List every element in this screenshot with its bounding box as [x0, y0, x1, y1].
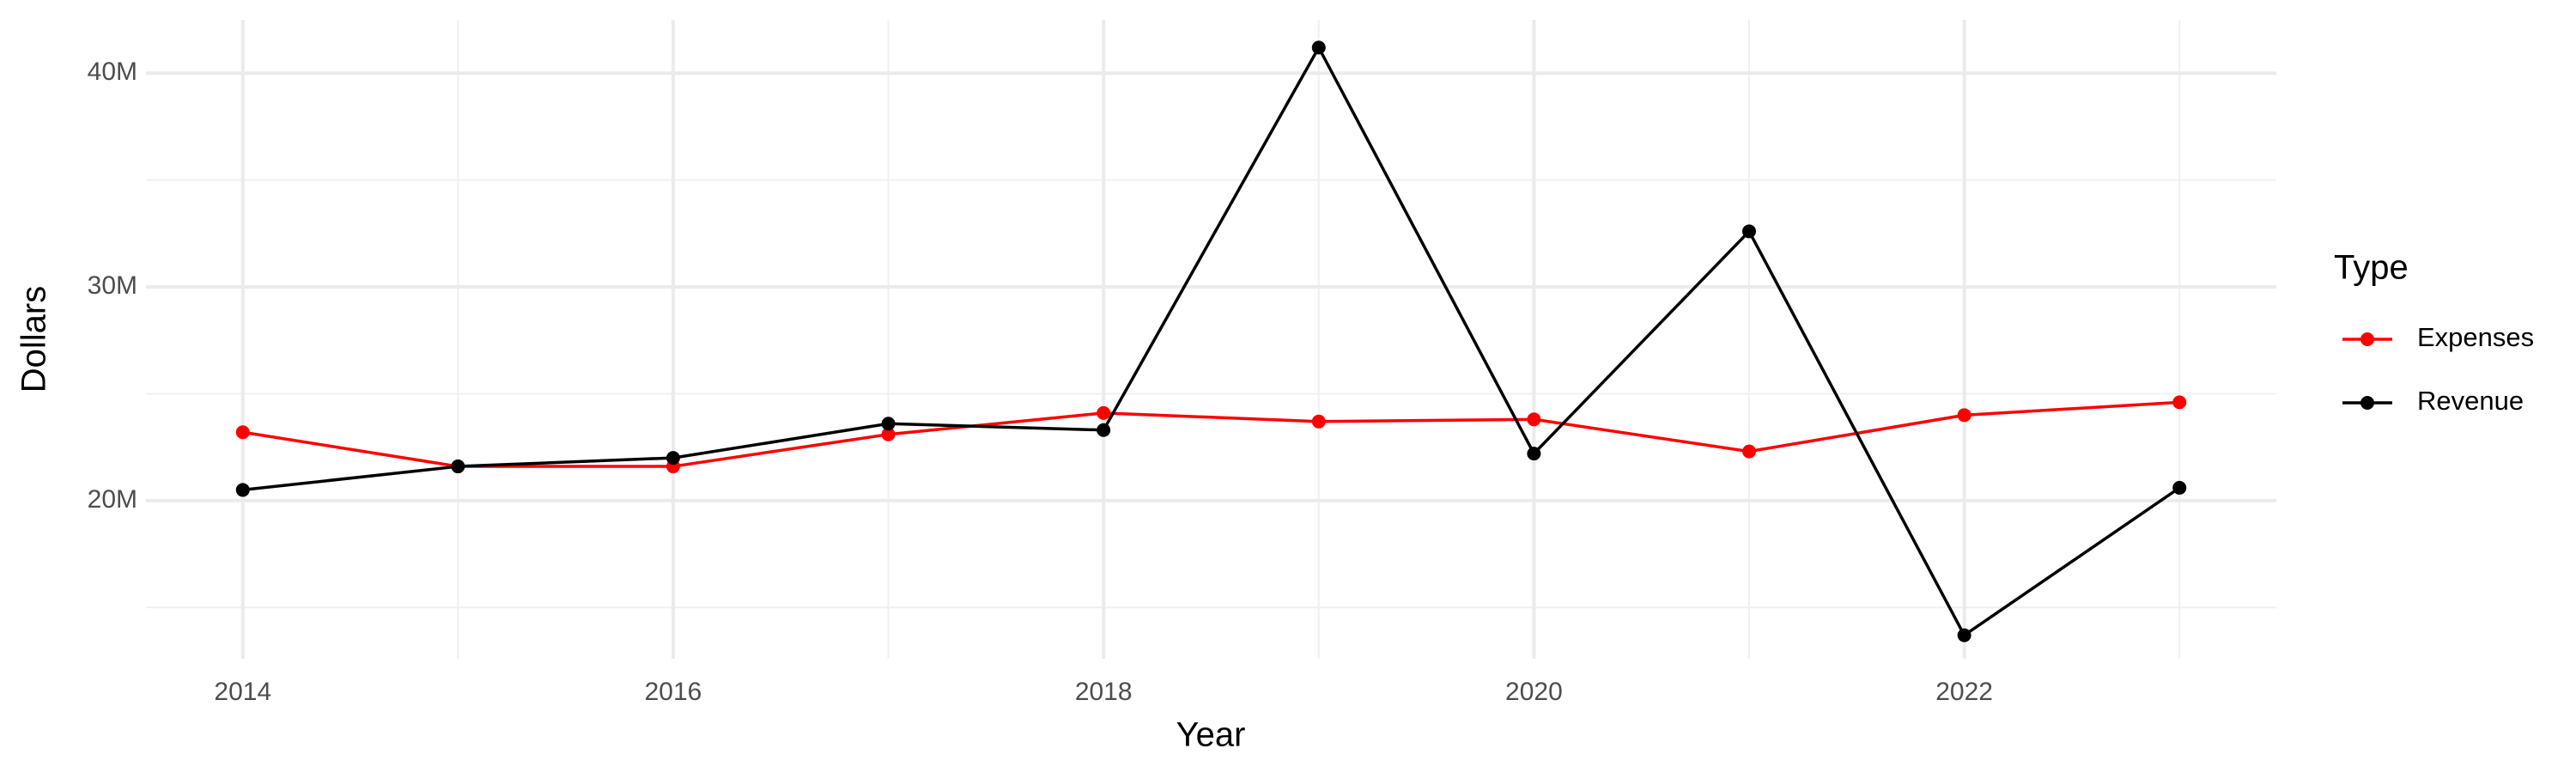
y-tick-label: 30M [88, 271, 137, 300]
data-point [2172, 480, 2187, 495]
legend-key-point [2360, 332, 2374, 346]
x-tick-label: 2016 [645, 678, 702, 706]
y-axis-title: Dollars [15, 286, 53, 393]
series-line [242, 400, 2180, 468]
data-point [881, 417, 896, 431]
data-point [1742, 224, 1757, 239]
data-point [2172, 395, 2187, 410]
data-point [1311, 414, 1326, 429]
legend-key-point [2360, 396, 2374, 410]
data-point [1527, 447, 1541, 461]
legend-label: Expenses [2417, 322, 2534, 352]
x-tick-label: 2020 [1505, 678, 1563, 706]
data-point [665, 451, 680, 466]
legend-title: Type [2334, 249, 2409, 287]
data-point [1957, 628, 1971, 642]
data-point [235, 425, 250, 440]
data-point [1742, 444, 1757, 459]
data-point [1527, 412, 1541, 427]
x-tick-label: 2022 [1935, 678, 1993, 706]
y-tick-label: 20M [88, 485, 137, 514]
data-point [1957, 408, 1971, 423]
x-tick-label: 2018 [1075, 678, 1133, 706]
series-line [242, 44, 2181, 638]
data-point [235, 483, 250, 497]
y-tick-label: 40M [88, 58, 137, 86]
data-point [881, 427, 896, 441]
legend-label: Revenue [2417, 386, 2524, 416]
x-tick-label: 2014 [214, 678, 271, 706]
data-point [451, 460, 465, 474]
x-axis-title: Year [1176, 716, 1246, 754]
data-point [1311, 40, 1326, 55]
data-point [1097, 405, 1111, 420]
data-point [1097, 423, 1111, 437]
